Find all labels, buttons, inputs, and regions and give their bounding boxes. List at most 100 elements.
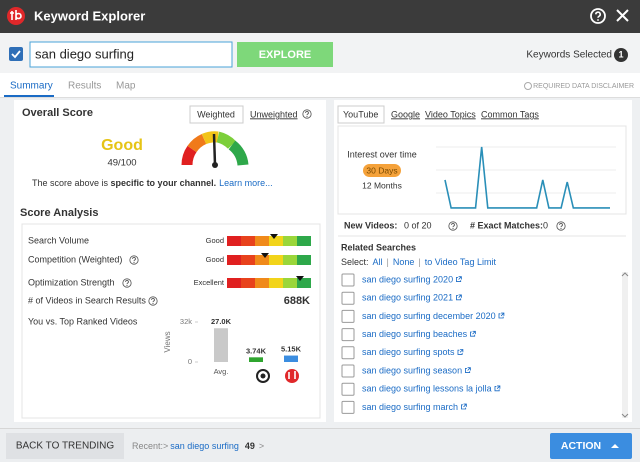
search-input[interactable] [29,41,233,68]
bar-value-label: 5.15K [281,345,302,354]
separator: | [418,257,420,267]
score-marker [296,276,304,281]
back-button[interactable] [6,433,124,459]
logo-mark [10,10,22,20]
row-label: Competition (Weighted) [28,254,122,264]
tab-bar [0,74,640,98]
range-pill[interactable] [363,164,401,177]
close-button[interactable] [616,9,629,22]
score-segment [297,236,311,246]
related-item[interactable]: san diego surfing march [362,402,458,412]
unweighted-tab[interactable]: Unweighted [250,109,298,119]
source-tab[interactable]: YouTube [343,109,378,119]
count-badge [614,48,628,62]
disclaimer[interactable]: REQUIRED DATA DISCLAIMER [533,83,634,90]
header-bar [0,0,640,33]
score-segment [255,236,269,246]
item-checkbox[interactable] [341,400,355,414]
source-tab[interactable]: Google [391,109,420,119]
score-marker [270,234,278,239]
related-item[interactable]: san diego surfing lessons la jolla [362,384,492,394]
score-segment [227,278,241,288]
row-rating: Good [206,255,224,264]
score-segment [283,255,297,265]
action-button[interactable] [550,433,632,459]
y-tick-label: 32k [180,317,192,326]
item-checkbox[interactable] [341,346,355,360]
explore-label: EXPLORE [259,49,312,61]
item-checkbox[interactable] [341,273,355,287]
scroll-arrows[interactable] [621,272,629,418]
related-item[interactable]: san diego surfing season [362,365,462,375]
score-value: 49/100 [107,158,136,169]
row-rating: Good [206,236,224,245]
bar [214,328,228,362]
range-12[interactable]: 12 Months [362,180,402,190]
check-mark [11,50,21,59]
select-none[interactable]: None [393,257,415,267]
section-title: Overall Score [22,107,93,119]
related-item[interactable]: san diego surfing december 2020 [362,311,496,321]
row-rating: Excellent [194,278,225,287]
bar [284,355,298,362]
section-title: Score Analysis [20,207,98,219]
separator: | [387,257,389,267]
exact-value: 0 [543,220,548,230]
score-segment [255,255,269,265]
note-bold: specific to your channel. [111,178,217,188]
app-title: Keyword Explorer [34,8,145,23]
item-checkbox[interactable] [341,364,355,378]
keywords-selected-label: Keywords Selected [526,50,612,61]
tab[interactable]: Summary [10,81,53,92]
search-query: san diego surfing [35,46,134,61]
related-item[interactable]: san diego surfing spots [362,347,455,357]
select-all[interactable]: All [373,257,383,267]
score-segment [241,278,255,288]
source-tab[interactable]: Common Tags [481,109,539,119]
active-source-tab [337,105,385,124]
x-tick-label: Avg. [214,367,229,376]
interest-title: Interest over time [347,149,417,159]
score-note: The score above is specific to your chan… [32,178,273,188]
keywords-selected-count: 1 [618,49,623,59]
tab[interactable]: Map [116,81,136,92]
row-label: Optimization Strength [28,277,115,287]
score-gauge [181,131,249,168]
item-checkbox[interactable] [341,382,355,396]
related-item[interactable]: san diego surfing 2021 [362,293,453,303]
help-button[interactable] [590,8,606,24]
y-tick-label: 0 [188,357,192,366]
related-title: Related Searches [341,242,416,252]
score-segment [241,236,255,246]
score-segment [255,278,269,288]
recent-query[interactable]: san diego surfing [170,441,239,451]
disclaimer-icon [524,82,532,90]
recent-score: 49 [245,441,255,451]
item-checkbox[interactable] [341,328,355,342]
score-segment [227,236,241,246]
learn-more[interactable]: Learn more... [219,178,273,188]
action-caret [611,444,619,448]
score-segment [297,278,311,288]
back-label: BACK TO TRENDING [16,441,115,452]
source-tab[interactable]: Video Topics [425,109,476,119]
explore-button[interactable] [237,42,333,67]
recent-label: Recent:> [132,441,168,451]
item-checkbox[interactable] [341,291,355,305]
note-prefix: The score above is [32,178,111,188]
tab[interactable]: Results [68,81,101,92]
related-item[interactable]: san diego surfing beaches [362,329,468,339]
select-label: Select: All | None | to Video Tag Limit [341,257,496,267]
score-segment [297,255,311,265]
keyword-checkbox[interactable] [9,47,23,61]
compare-label: You vs. Top Ranked Videos [28,316,138,326]
exact-label: # Exact Matches: [470,220,543,230]
item-checkbox[interactable] [341,309,355,323]
select-limit[interactable]: to Video Tag Limit [425,257,497,267]
weighted-tab[interactable] [189,105,244,124]
related-item[interactable]: san diego surfing 2020 [362,274,453,284]
axis-label: Views [163,331,172,352]
weighted-label: Weighted [197,109,235,119]
recent-arrow[interactable]: > [259,441,264,451]
